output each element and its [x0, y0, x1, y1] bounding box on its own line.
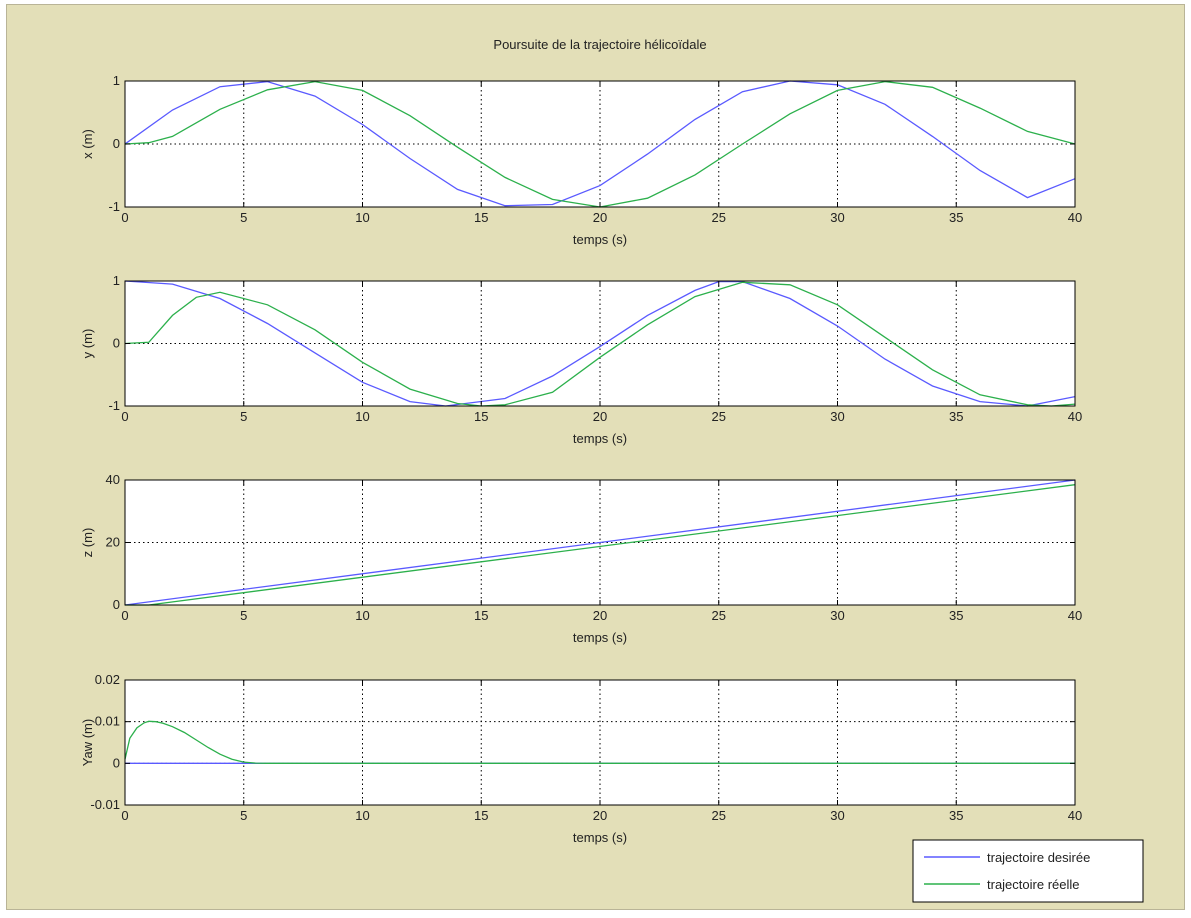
- y-tick-label: 1: [113, 73, 120, 88]
- y-tick-label: -1: [108, 199, 120, 214]
- x-tick-label: 25: [712, 409, 726, 424]
- y-axis-label: z (m): [80, 528, 95, 558]
- x-tick-label: 20: [593, 210, 607, 225]
- subplot-3: 0 5 10 15 20 25 30 35 40 0 20 40 temps (s) z (m): [80, 472, 1082, 645]
- series-line-reelle: [124, 281, 1076, 407]
- x-axis-label: temps (s): [573, 232, 627, 247]
- y-tick-label: 0: [113, 597, 120, 612]
- legend-label: trajectoire réelle: [987, 877, 1080, 892]
- x-tick-label: 30: [830, 608, 844, 623]
- x-tick-label: 40: [1068, 608, 1082, 623]
- x-tick-label: 40: [1068, 210, 1082, 225]
- y-tick-label: 0.02: [95, 672, 120, 687]
- y-tick-label: -0.01: [90, 797, 120, 812]
- x-tick-label: 0: [121, 210, 128, 225]
- x-tick-label: 35: [949, 409, 963, 424]
- x-tick-label: 15: [474, 608, 488, 623]
- y-tick-label: 0.01: [95, 714, 120, 729]
- legend-label: trajectoire desirée: [987, 850, 1090, 865]
- x-tick-label: 0: [121, 808, 128, 823]
- x-tick-label: 25: [712, 808, 726, 823]
- x-tick-label: 35: [949, 808, 963, 823]
- x-tick-label: 10: [355, 409, 369, 424]
- grid: [125, 480, 1075, 605]
- legend-box: [912, 839, 1144, 903]
- legend: trajectoire desirée trajectoire réelle: [912, 839, 1144, 903]
- x-tick-label: 15: [474, 808, 488, 823]
- series-line-reelle: [124, 720, 1075, 764]
- y-axis-label: Yaw (m): [80, 719, 95, 766]
- series-line-desiree: [124, 280, 1076, 407]
- y-tick-label: 1: [113, 273, 120, 288]
- y-tick-label: 40: [106, 472, 120, 487]
- y-tick-label: -1: [108, 398, 120, 413]
- y-tick-label: 20: [106, 535, 120, 550]
- x-axis-label: temps (s): [573, 830, 627, 845]
- chart-title: Poursuite de la trajectoire hélicoïdale: [493, 37, 706, 52]
- x-tick-label: 25: [712, 608, 726, 623]
- x-tick-label: 0: [121, 608, 128, 623]
- grid: [125, 281, 1075, 406]
- x-tick-label: 5: [240, 210, 247, 225]
- y-axis-label: y (m): [80, 329, 95, 359]
- x-tick-label: 10: [355, 210, 369, 225]
- x-axis-label: temps (s): [573, 630, 627, 645]
- x-tick-label: 30: [830, 409, 844, 424]
- x-axis-label: temps (s): [573, 431, 627, 446]
- x-tick-label: 5: [240, 409, 247, 424]
- x-tick-label: 10: [355, 808, 369, 823]
- x-tick-label: 35: [949, 608, 963, 623]
- y-axis-label: x (m): [80, 129, 95, 159]
- x-tick-label: 35: [949, 210, 963, 225]
- x-tick-label: 20: [593, 608, 607, 623]
- y-tick-label: 0: [113, 136, 120, 151]
- x-tick-label: 10: [355, 608, 369, 623]
- y-tick-label: 0: [113, 336, 120, 351]
- x-tick-label: 5: [240, 808, 247, 823]
- x-tick-label: 40: [1068, 808, 1082, 823]
- series-line-desiree: [124, 479, 1076, 606]
- x-tick-label: 0: [121, 409, 128, 424]
- x-tick-label: 5: [240, 608, 247, 623]
- y-tick-label: 0: [113, 755, 120, 770]
- x-tick-label: 20: [593, 409, 607, 424]
- x-tick-label: 40: [1068, 409, 1082, 424]
- x-tick-label: 15: [474, 409, 488, 424]
- x-tick-label: 20: [593, 808, 607, 823]
- series-line-reelle: [124, 80, 1076, 208]
- x-tick-label: 30: [830, 210, 844, 225]
- x-tick-label: 30: [830, 808, 844, 823]
- x-tick-label: 25: [712, 210, 726, 225]
- x-tick-label: 15: [474, 210, 488, 225]
